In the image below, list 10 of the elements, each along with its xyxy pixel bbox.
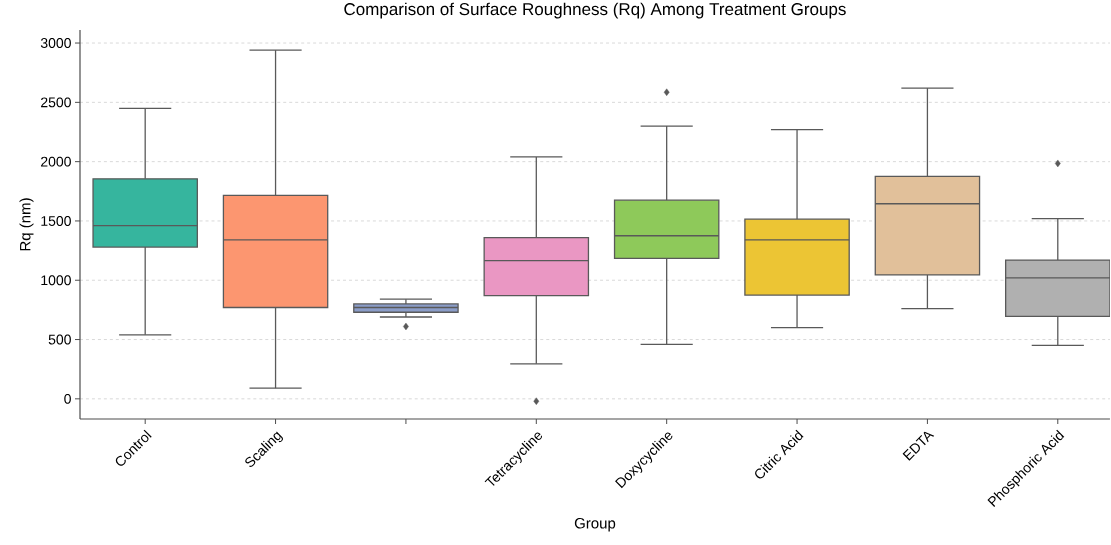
x-axis-title: Group: [574, 517, 616, 532]
y-tick-label: 1000: [41, 275, 71, 286]
y-tick-label: 2000: [41, 156, 71, 167]
y-tick-label: 2500: [41, 97, 71, 108]
chart-title: Comparison of Surface Roughness (Rq) Among Treatment Groups: [344, 2, 846, 19]
y-axis-title: Rq (nm): [19, 198, 34, 251]
y-tick-label: 1500: [41, 215, 71, 226]
y-tick-label: 0: [64, 393, 71, 404]
y-tick-label: 3000: [40, 38, 71, 48]
y-tick-label: 500: [48, 334, 71, 345]
